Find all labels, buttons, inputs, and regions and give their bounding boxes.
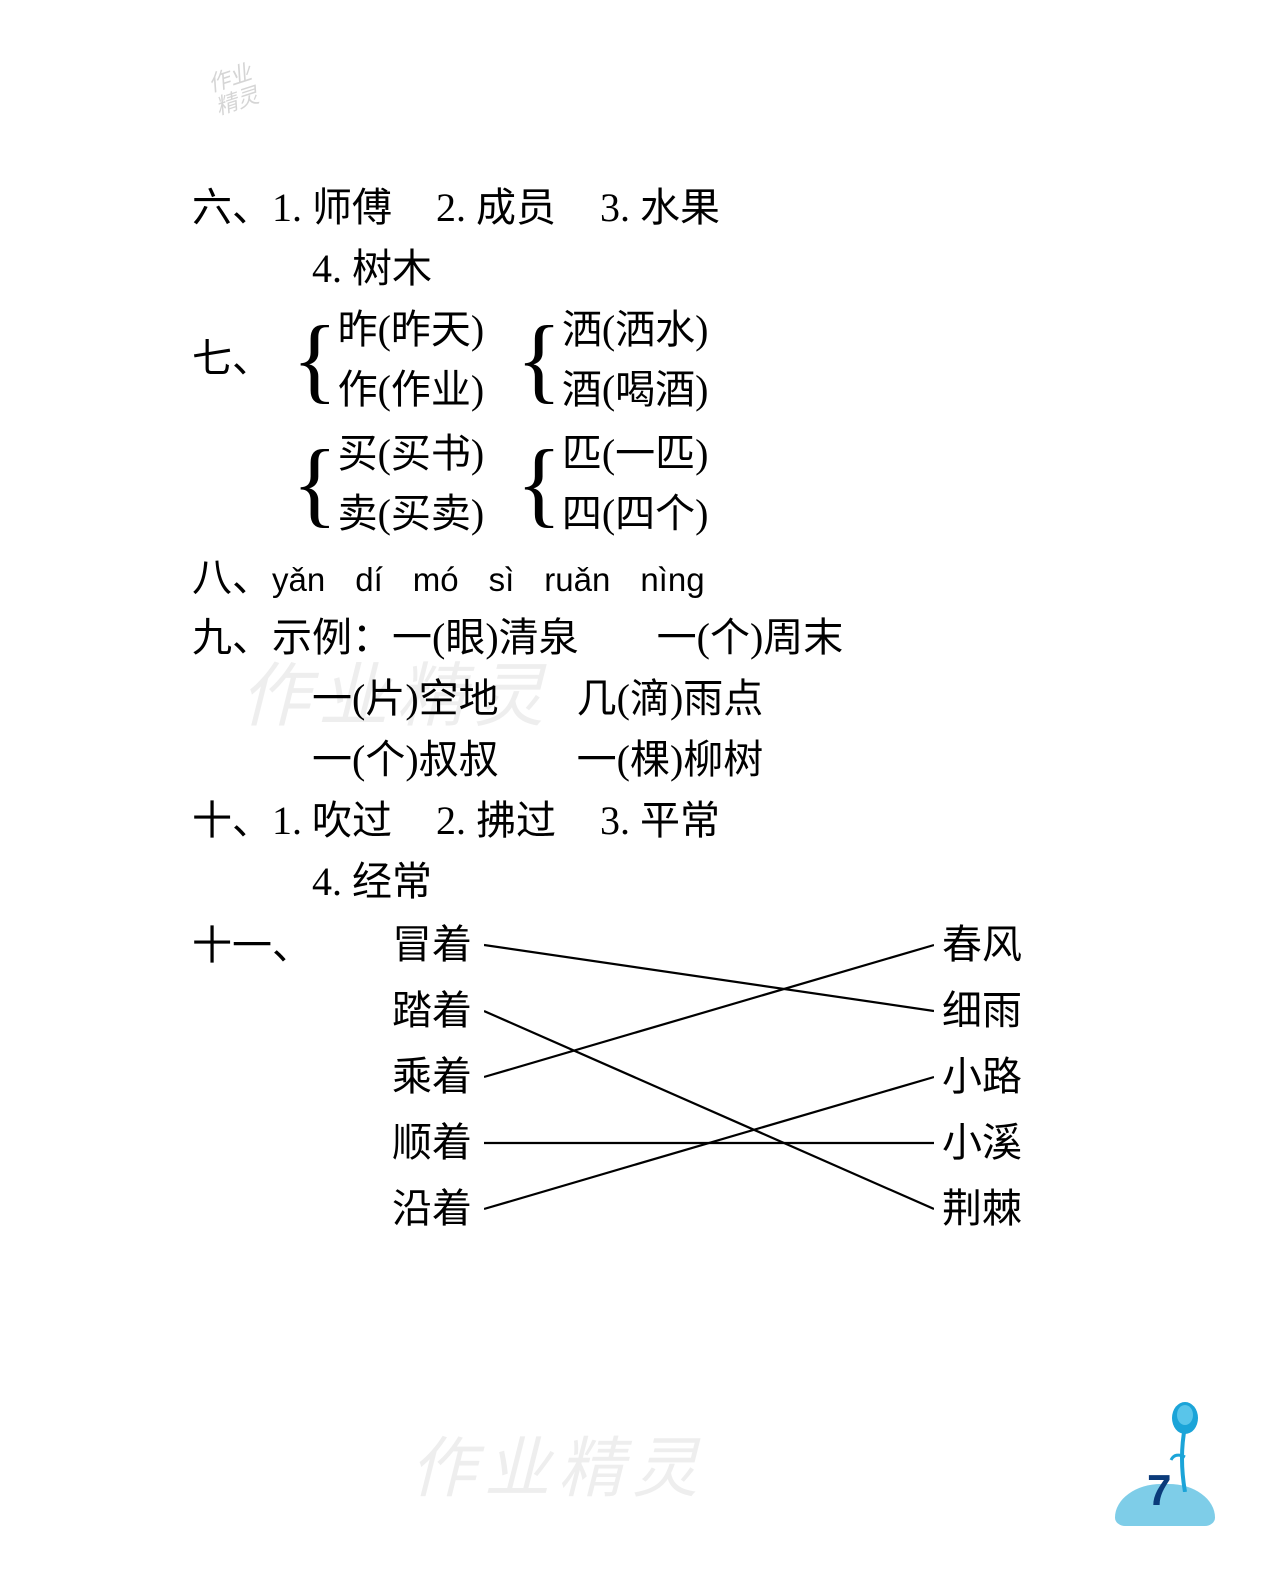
seven-pair-4a: 匹(一匹) [562, 424, 709, 484]
page-content: 六、1. 师傅 2. 成员 3. 水果 4. 树木 七、 { 昨(昨天) 作(作业)… [192, 178, 1092, 1252]
seven-pair-3a: 买(买书) [338, 424, 485, 484]
page-number: 7 [1147, 1466, 1171, 1516]
six-item-3: 3. 水果 [600, 185, 720, 230]
nine-item-3: 一(片)空地 [312, 676, 499, 721]
match-right-4: 小溪 [942, 1110, 1022, 1176]
match-left-4: 顺着 [392, 1110, 472, 1176]
section-ten-line1: 十、1. 吹过 2. 拂过 3. 平常 [192, 791, 1092, 852]
watermark-2: 作业精灵 [410, 1415, 706, 1511]
pinyin-4: sì [489, 561, 515, 598]
brace-icon: { [292, 314, 338, 404]
pinyin-6: nìng [640, 561, 704, 598]
ten-item-1: 1. 吹过 [272, 798, 392, 843]
section-six-line1: 六、1. 师傅 2. 成员 3. 水果 [192, 178, 1092, 239]
brace-icon: { [516, 314, 562, 404]
six-item-1: 1. 师傅 [272, 185, 392, 230]
nine-item-1: 一(眼)清泉 [392, 615, 579, 660]
match-left-1: 冒着 [392, 912, 472, 978]
ten-label: 十、 [192, 798, 272, 843]
page-number-decoration: 7 [1115, 1484, 1215, 1526]
seven-pair-1: { 昨(昨天) 作(作业) [292, 300, 484, 420]
match-left-column: 冒着 踏着 乘着 顺着 沿着 [392, 912, 472, 1242]
eleven-label: 十一、 [192, 912, 392, 977]
match-right-column: 春风 细雨 小路 小溪 荆棘 [942, 912, 1022, 1242]
ten-item-2: 2. 拂过 [436, 798, 556, 843]
nine-item-5: 一(个)叔叔 [312, 737, 499, 782]
match-edge [484, 1011, 934, 1209]
nine-item-2: 一(个)周末 [657, 615, 844, 660]
ten-item-3: 3. 平常 [600, 798, 720, 843]
ten-item-4: 4. 经常 [312, 859, 432, 904]
section-nine-line3: 一(个)叔叔 一(棵)柳树 [192, 730, 1092, 791]
nine-item-4: 几(滴)雨点 [577, 676, 764, 721]
match-left-2: 踏着 [392, 978, 472, 1044]
brace-icon: { [292, 438, 338, 528]
nine-item-6: 一(棵)柳树 [577, 737, 764, 782]
seven-pair-2b: 酒(喝酒) [562, 360, 709, 420]
match-right-2: 细雨 [942, 978, 1022, 1044]
section-nine-line2: 一(片)空地 几(滴)雨点 [192, 669, 1092, 730]
six-item-2: 2. 成员 [436, 185, 556, 230]
seven-pair-2: { 洒(洒水) 酒(喝酒) [516, 300, 708, 420]
section-eleven: 十一、 冒着 踏着 乘着 顺着 沿着 春风 细雨 小路 小溪 荆棘 [192, 912, 1092, 1252]
pinyin-2: dí [355, 561, 383, 598]
seven-pair-3: { 买(买书) 卖(买卖) [292, 424, 484, 544]
seven-pair-4b: 四(四个) [562, 484, 709, 544]
matching-diagram: 冒着 踏着 乘着 顺着 沿着 春风 细雨 小路 小溪 荆棘 [392, 912, 1052, 1252]
corner-stamp: 作业 精灵 [169, 49, 311, 172]
section-seven-row2: { 买(买书) 卖(买卖) { 匹(一匹) 四(四个) [192, 424, 1092, 544]
match-right-1: 春风 [942, 912, 1022, 978]
match-edge [484, 945, 934, 1011]
match-edge [484, 945, 934, 1077]
eight-label: 八、 [192, 555, 272, 600]
nine-prefix: 示例： [272, 615, 392, 660]
brace-icon: { [516, 438, 562, 528]
section-six-line2: 4. 树木 [192, 239, 1092, 300]
section-nine-line1: 九、示例：一(眼)清泉 一(个)周末 [192, 608, 1092, 669]
match-left-3: 乘着 [392, 1044, 472, 1110]
section-ten-line2: 4. 经常 [192, 852, 1092, 913]
pinyin-3: mó [413, 561, 459, 598]
nine-label: 九、 [192, 615, 272, 660]
match-left-5: 沿着 [392, 1176, 472, 1242]
section-seven-row1: 七、 { 昨(昨天) 作(作业) { 洒(洒水) 酒(喝酒) [192, 300, 1092, 420]
pinyin-5: ruǎn [544, 561, 610, 598]
pinyin-1: yǎn [272, 561, 325, 598]
match-right-3: 小路 [942, 1044, 1022, 1110]
six-label: 六、 [192, 185, 272, 230]
section-eight: 八、yǎndímósìruǎn nìng [192, 548, 1092, 609]
six-item-4: 4. 树木 [312, 246, 432, 291]
seven-pair-3b: 卖(买卖) [338, 484, 485, 544]
seven-pair-2a: 洒(洒水) [562, 300, 709, 360]
match-lines-svg [484, 912, 934, 1252]
seven-pair-1b: 作(作业) [338, 360, 485, 420]
match-right-5: 荆棘 [942, 1176, 1022, 1242]
seven-pair-1a: 昨(昨天) [338, 300, 485, 360]
seven-label: 七、 [192, 329, 292, 390]
seven-pair-4: { 匹(一匹) 四(四个) [516, 424, 708, 544]
